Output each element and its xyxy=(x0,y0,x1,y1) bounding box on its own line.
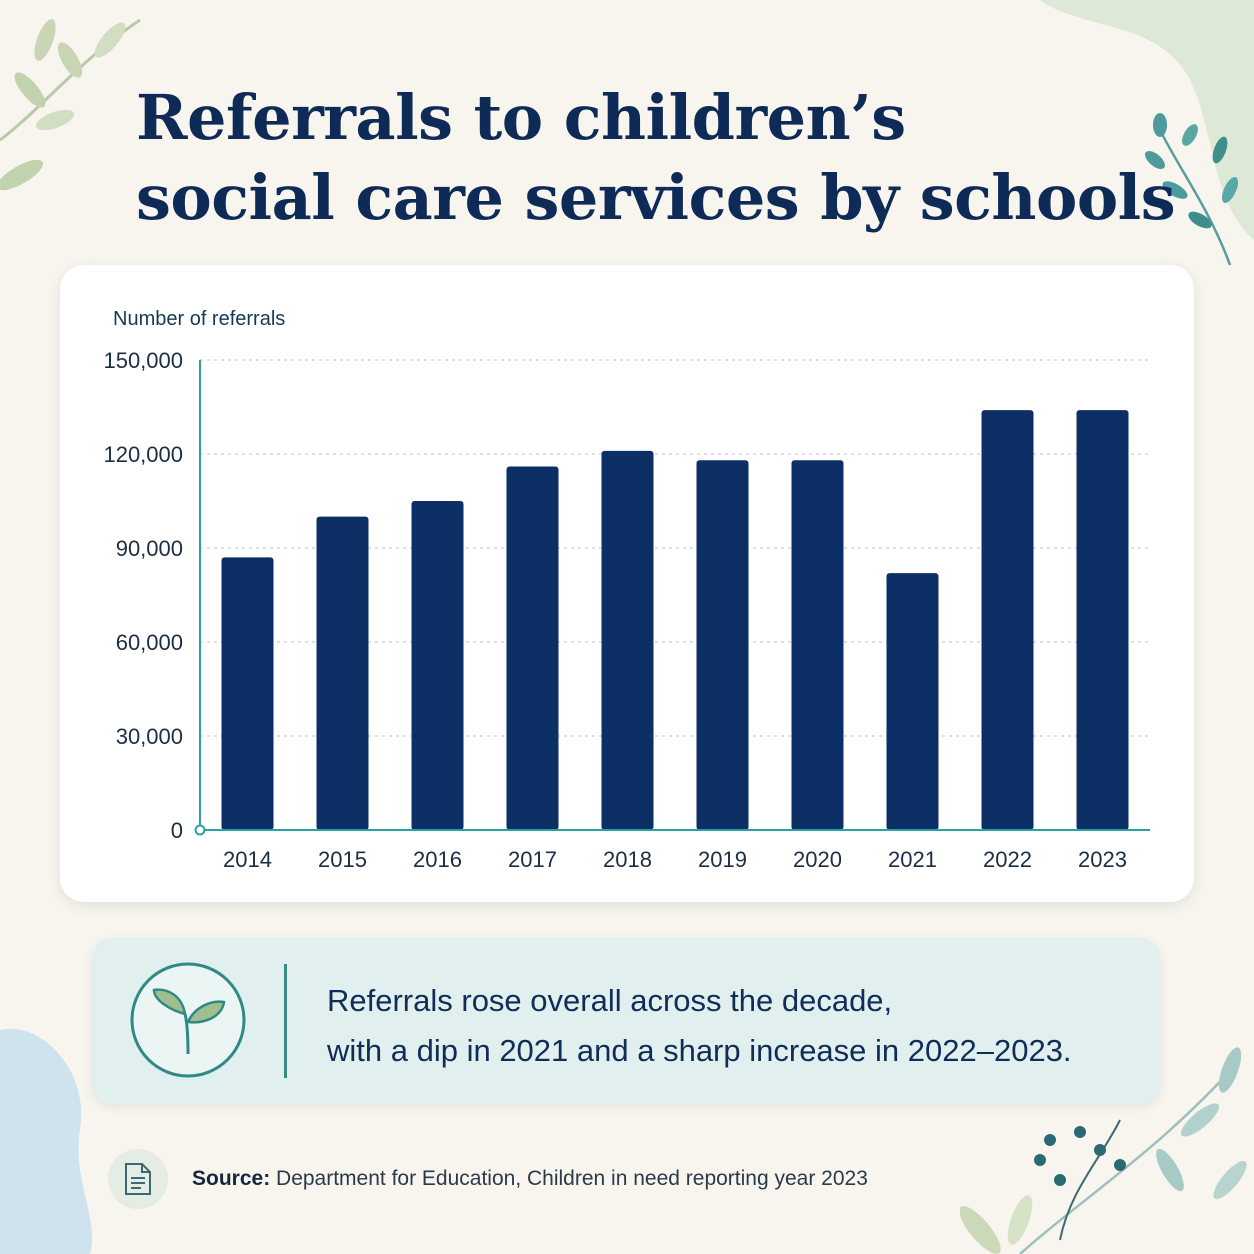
x-tick-label: 2014 xyxy=(223,847,272,872)
bar-2017 xyxy=(506,466,559,830)
bar-2019 xyxy=(696,460,749,830)
source-note: Source: Department for Education, Childr… xyxy=(108,1148,868,1210)
x-tick-label: 2019 xyxy=(698,847,747,872)
y-axis-title: Number of referrals xyxy=(113,308,285,330)
x-tick-label: 2016 xyxy=(413,847,462,872)
leaf-branch-decoration xyxy=(0,18,141,191)
bar-2015 xyxy=(316,516,369,830)
insight-line-1: Referrals rose overall across the decade… xyxy=(327,983,893,1018)
document-icon xyxy=(108,1149,168,1209)
y-tick-label: 0 xyxy=(171,818,183,843)
title-line-2: social care services by schools xyxy=(136,161,1176,234)
title-line-1: Referrals to children’s xyxy=(136,81,906,154)
y-tick-label: 60,000 xyxy=(116,630,183,655)
x-tick-label: 2017 xyxy=(508,847,557,872)
source-label: Source: xyxy=(192,1167,271,1190)
bar-2020 xyxy=(791,460,844,830)
y-tick-label: 150,000 xyxy=(103,348,183,373)
x-tick-label: 2022 xyxy=(983,847,1032,872)
chart-card: Number of referrals 0 30,000 60,000 90,000 1… xyxy=(60,265,1194,902)
bar-chart: Number of referrals 0 30,000 60,000 90,000 1… xyxy=(103,308,1150,872)
bar-2023 xyxy=(1076,410,1129,830)
x-tick-label: 2021 xyxy=(888,847,937,872)
x-tick-label: 2015 xyxy=(318,847,367,872)
y-tick-label: 120,000 xyxy=(103,442,183,467)
bar-2016 xyxy=(411,501,464,830)
x-tick-label: 2020 xyxy=(793,847,842,872)
insight-divider xyxy=(284,964,287,1078)
bar-2014 xyxy=(221,557,274,830)
bar-2018 xyxy=(601,450,654,830)
y-tick-label: 30,000 xyxy=(116,724,183,749)
bar-2021 xyxy=(886,573,939,830)
axis-origin-marker xyxy=(194,824,206,836)
sprout-icon xyxy=(130,962,246,1078)
source-description: Department for Education, Children in ne… xyxy=(276,1167,868,1190)
leaf-sprig-decoration xyxy=(1145,113,1239,266)
x-tick-label: 2018 xyxy=(603,847,652,872)
insight-text: Referrals rose overall across the decade… xyxy=(327,976,1147,1076)
x-tick-label: 2023 xyxy=(1078,847,1127,872)
bar-2022 xyxy=(981,410,1034,830)
page-title: Referrals to children’s social care serv… xyxy=(136,78,1176,238)
leaf-branch-bottom-decoration xyxy=(960,1047,1247,1254)
insight-callout: Referrals rose overall across the decade… xyxy=(92,938,1160,1104)
decor-blob-bottom-left xyxy=(0,1028,93,1254)
source-text: Source: Department for Education, Childr… xyxy=(192,1167,868,1191)
insight-line-2: with a dip in 2021 and a sharp increase … xyxy=(327,1033,1072,1068)
y-tick-label: 90,000 xyxy=(116,536,183,561)
decor-blob-top-right xyxy=(1040,0,1254,240)
